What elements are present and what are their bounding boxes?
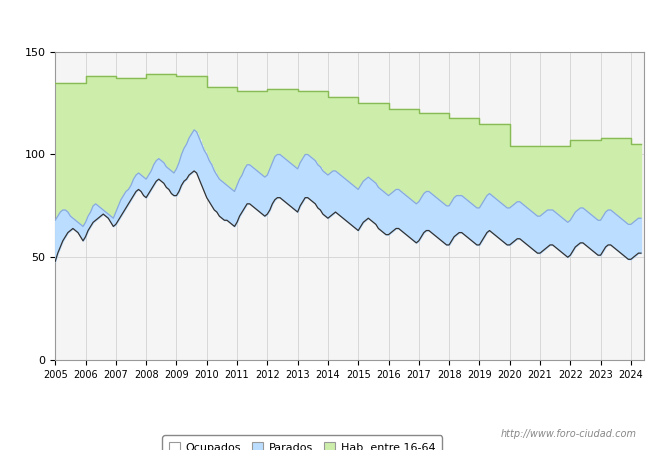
Legend: Ocupados, Parados, Hab. entre 16-64: Ocupados, Parados, Hab. entre 16-64: [162, 436, 442, 450]
Text: http://www.foro-ciudad.com: http://www.foro-ciudad.com: [501, 429, 637, 439]
Text: San Vicente de Arévalo - Evolucion de la poblacion en edad de Trabajar Mayo de 2: San Vicente de Arévalo - Evolucion de la…: [24, 17, 626, 30]
